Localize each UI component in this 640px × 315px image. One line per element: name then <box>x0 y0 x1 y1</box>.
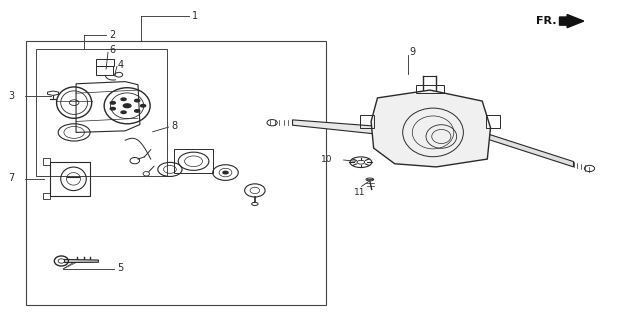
Text: 5: 5 <box>117 263 123 273</box>
Text: 8: 8 <box>172 121 177 131</box>
Text: 3: 3 <box>8 91 15 101</box>
Text: 6: 6 <box>109 45 115 55</box>
Bar <box>416 85 444 93</box>
Text: FR.: FR. <box>536 16 556 26</box>
FancyArrow shape <box>559 14 584 28</box>
Bar <box>44 158 50 165</box>
Polygon shape <box>371 90 490 167</box>
Polygon shape <box>486 133 573 167</box>
Circle shape <box>110 107 115 110</box>
Text: 10: 10 <box>321 155 333 164</box>
Polygon shape <box>65 260 99 263</box>
Circle shape <box>121 111 126 113</box>
Circle shape <box>121 98 126 100</box>
Circle shape <box>124 104 131 108</box>
Circle shape <box>134 99 140 102</box>
Circle shape <box>223 171 228 174</box>
Text: 11: 11 <box>354 188 365 197</box>
Text: 2: 2 <box>109 30 115 40</box>
Text: 1: 1 <box>192 11 198 21</box>
Circle shape <box>110 101 115 104</box>
Text: 4: 4 <box>118 60 124 70</box>
Circle shape <box>141 105 146 107</box>
Circle shape <box>134 110 140 112</box>
Polygon shape <box>292 120 376 134</box>
Text: 7: 7 <box>8 173 15 183</box>
Bar <box>97 66 113 75</box>
Bar <box>96 59 114 66</box>
Bar <box>44 193 50 199</box>
Text: 9: 9 <box>410 48 415 57</box>
